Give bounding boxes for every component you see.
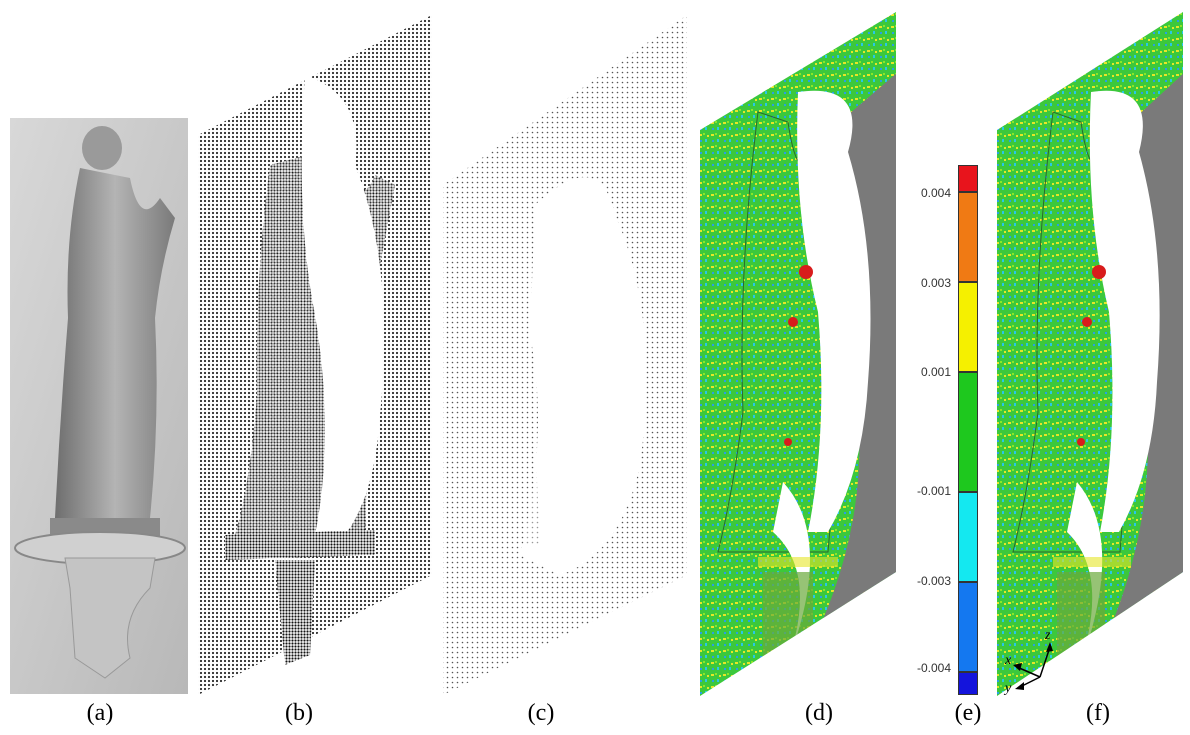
panel-b-point-cloud xyxy=(198,15,432,695)
panel-f-deviation-map: z x y xyxy=(997,12,1183,696)
colorbar-tick-3: 0.001 xyxy=(920,365,951,379)
caption-f: (f) xyxy=(1086,700,1110,726)
colorbar-segment-yellow xyxy=(958,282,978,372)
colorbar-tick-6: -0.004 xyxy=(916,661,951,675)
axes-triad: z x y xyxy=(1003,628,1053,696)
colorbar-segment-red xyxy=(958,165,978,192)
colorbar-tick-1: 0.004 xyxy=(920,186,951,200)
axis-z-label: z xyxy=(1044,628,1051,643)
axis-x-label: x xyxy=(1004,653,1012,668)
caption-d: (d) xyxy=(805,700,833,726)
colorbar-tick-5: -0.003 xyxy=(916,574,951,588)
colorbar-segment-cyan xyxy=(958,492,978,582)
colorbar xyxy=(958,165,978,695)
colorbar-segment-green xyxy=(958,372,978,492)
colorbar-segment-darkblue xyxy=(958,672,978,695)
panel-c-sparse-cloud xyxy=(443,15,687,695)
caption-c: (c) xyxy=(527,700,555,726)
colorbar-segment-blue xyxy=(958,582,978,672)
caption-b: (b) xyxy=(285,700,313,726)
axis-y-label: y xyxy=(1003,681,1012,696)
panel-d-deviation-map xyxy=(700,12,896,696)
caption-e: (e) xyxy=(954,700,982,726)
statue-photo xyxy=(14,126,186,679)
colorbar-segment-orange xyxy=(958,192,978,282)
colorbar-tick-4: -0.001 xyxy=(916,484,951,498)
panel-a-photo xyxy=(10,118,188,694)
caption-a: (a) xyxy=(86,700,114,726)
colorbar-tick-2: 0.003 xyxy=(920,276,951,290)
